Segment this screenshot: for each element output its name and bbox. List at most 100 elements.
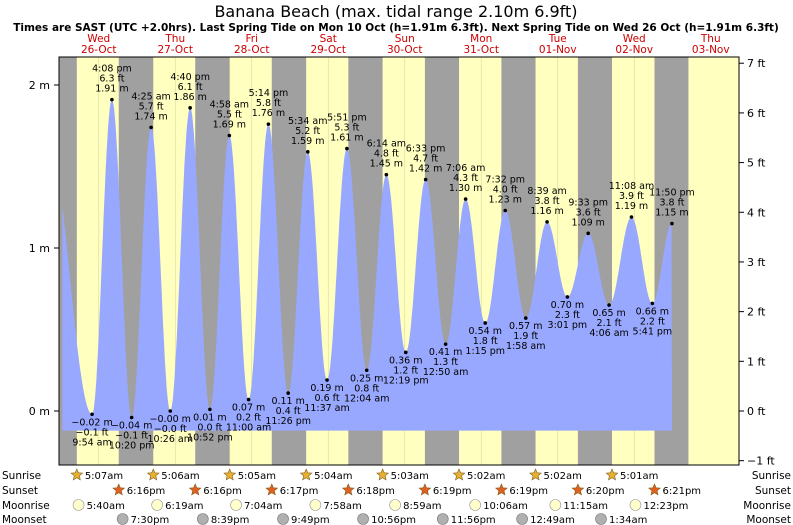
sunset-time: 6:18pm (356, 486, 395, 497)
high-tide-point (545, 220, 549, 224)
moonset-icon (357, 513, 369, 525)
low-tide-label: 0.70 m (551, 300, 584, 311)
low-tide-label: 0.6 ft (315, 393, 340, 404)
moonset-icon (197, 513, 209, 525)
high-tide-label: 1.30 m (449, 183, 482, 194)
low-tide-label: 0.19 m (310, 383, 343, 394)
high-tide-label: 5:34 am (288, 116, 327, 127)
low-tide-label: 1.8 ft (473, 336, 498, 347)
high-tide-point (110, 97, 114, 102)
high-tide-label: 4:40 pm (170, 72, 210, 83)
moonset-icon (595, 513, 607, 525)
moonset-time: 9:49pm (291, 515, 330, 525)
high-tide-label: 5.7 ft (139, 101, 164, 112)
day-date: 30-Oct (387, 44, 423, 56)
low-tide-label: 0.4 ft (276, 406, 301, 417)
day-name: Mon (470, 33, 492, 45)
y-tick-label-left: 2 m (29, 79, 50, 92)
high-tide-label: 4:08 pm (92, 64, 132, 75)
row-label-left: Moonrise (2, 500, 50, 512)
row-label-right: Moonrise (743, 500, 791, 512)
high-tide-label: 11:08 am (609, 181, 654, 192)
day-name: Thu (164, 33, 185, 45)
low-tide-label: 5:41 pm (633, 326, 673, 337)
low-tide-label: 2.2 ft (640, 316, 665, 327)
high-tide-point (586, 231, 590, 236)
high-tide-point (503, 208, 508, 213)
low-tide-label: 10:52 pm (187, 432, 233, 443)
low-tide-label: 4:06 am (589, 328, 628, 339)
high-tide-point (305, 150, 310, 154)
low-tide-label: 1.2 ft (393, 365, 418, 376)
high-tide-label: 11:50 pm (649, 188, 695, 199)
sunset-icon (112, 483, 126, 496)
sunset-icon (418, 483, 432, 496)
low-tide-point (129, 415, 134, 420)
day-name: Thu (700, 33, 721, 45)
sunrise-icon (529, 468, 542, 481)
low-tide-label: 0.41 m (429, 347, 462, 358)
moonrise-time: 7:04am (244, 501, 282, 512)
low-tide-point (443, 342, 448, 346)
low-tide-label: 12:19 pm (383, 375, 429, 386)
high-tide-label: 5.3 ft (334, 123, 359, 134)
low-tide-label: 1.9 ft (513, 331, 538, 342)
sunrise-time: 5:06am (161, 471, 199, 482)
low-tide-point (246, 397, 251, 402)
sunset-icon (648, 483, 661, 496)
low-tide-label: −0.1 ft (115, 431, 148, 442)
chart-title: Banana Beach (max. tidal range 2.10m 6.9… (214, 2, 577, 21)
sunset-icon (494, 483, 508, 496)
high-tide-label: 5:14 pm (249, 88, 289, 99)
y-tick-label-right: 5 ft (747, 157, 766, 170)
day-date: 26-Oct (81, 44, 117, 56)
day-date: 28-Oct (234, 44, 270, 56)
high-tide-label: 3.8 ft (659, 198, 684, 209)
low-tide-point (364, 368, 369, 373)
sunrise-icon (299, 468, 313, 481)
low-tide-label: 0.57 m (509, 321, 542, 332)
moonrise-time: 7:58am (323, 501, 361, 512)
sunrise-icon (605, 468, 619, 481)
high-tide-label: 1.61 m (330, 133, 363, 144)
high-tide-label: 3.6 ft (576, 207, 601, 218)
low-tide-point (650, 301, 655, 306)
low-tide-label: 0.65 m (592, 308, 625, 319)
sunrise-time: 5:01am (620, 471, 658, 482)
high-tide-label: 1.86 m (173, 92, 206, 103)
high-tide-label: 1.74 m (134, 111, 167, 122)
low-tide-label: 12:04 am (344, 393, 389, 404)
low-tide-label: 11:00 am (226, 423, 271, 434)
sunset-time: 6:17pm (280, 486, 319, 497)
high-tide-point (670, 221, 674, 226)
high-tide-label: 5.8 ft (256, 98, 281, 109)
row-label-left: Sunset (2, 485, 38, 497)
moonset-time: 10:56pm (371, 515, 416, 525)
y-tick-label-right: 6 ft (747, 107, 766, 120)
low-tide-label: 10:26 am (148, 434, 193, 445)
day-date: 02-Nov (615, 44, 653, 56)
sunset-time: 6:20pm (586, 486, 625, 497)
low-tide-point (325, 378, 329, 382)
row-label-right: Moonset (746, 514, 791, 525)
y-tick-label-right: 7 ft (747, 57, 766, 70)
high-tide-label: 4.7 ft (413, 154, 438, 165)
high-tide-point (149, 125, 153, 130)
low-tide-label: −0.04 m (111, 421, 152, 432)
low-tide-point (565, 295, 570, 299)
high-tide-label: 6:33 pm (406, 144, 446, 155)
sunrise-icon (70, 468, 84, 481)
high-tide-label: 1.23 m (489, 195, 522, 206)
low-tide-label: 0.54 m (469, 326, 502, 337)
low-tide-label: 2.1 ft (597, 318, 622, 329)
low-tide-point (168, 409, 173, 413)
low-tide-label: −0.02 m (71, 417, 112, 428)
day-name: Sun (395, 33, 415, 45)
sunrise-time: 5:02am (544, 471, 582, 482)
sunrise-time: 5:05am (238, 471, 276, 482)
moonrise-icon (629, 499, 642, 511)
day-name: Wed (87, 33, 110, 45)
moonset-time: 1:34am (609, 515, 647, 525)
moonset-time: 7:30pm (131, 515, 170, 525)
high-tide-point (423, 177, 428, 182)
